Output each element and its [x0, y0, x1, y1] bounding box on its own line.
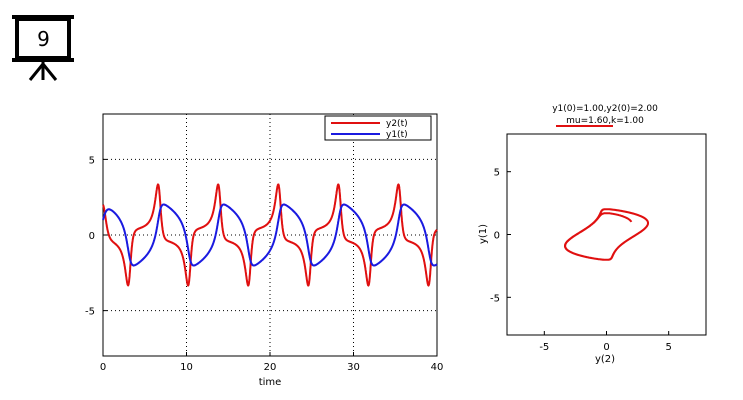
series-y1-line: [102, 203, 438, 267]
phase-y-axis-label: y(1): [478, 224, 489, 244]
phase-x-tick-label: 5: [666, 342, 672, 353]
time-x-tick-label: 20: [264, 362, 277, 373]
phase-x-axis-label: y(2): [595, 354, 615, 365]
slide-number: 9: [37, 27, 50, 51]
phase-trajectory: [564, 208, 650, 261]
legend-label-y1: y1(t): [386, 130, 408, 140]
time-y-tick-label: 0: [89, 231, 95, 242]
legend-box: [324, 115, 432, 141]
phase-x-tick-label: -5: [539, 342, 549, 353]
phase-subtitle: mu=1.60,k=1.00: [566, 116, 644, 126]
legend-label-y2: y2(t): [386, 119, 408, 129]
phase-x-tick-label: 0: [603, 342, 609, 353]
phase-portrait-chart: y1(0)=1.00,y2(0)=2.00 mu=1.60,k=1.00 -5 0…: [478, 104, 707, 365]
time-x-axis-label: time: [259, 377, 282, 388]
time-plot-legend: y2(t) y1(t): [324, 115, 432, 141]
time-x-tick-label: 0: [100, 362, 106, 373]
phase-title: y1(0)=1.00,y2(0)=2.00: [552, 104, 658, 114]
phase-y-tick-label: -5: [490, 293, 500, 304]
series-y2-line: [102, 183, 438, 287]
time-y-tick-label: 5: [89, 155, 95, 166]
time-x-tick-label: 30: [347, 362, 360, 373]
phase-plot-ticks: -5 0 5 5 0 -5: [490, 168, 672, 353]
time-x-tick-label: 10: [180, 362, 193, 373]
time-y-tick-label: -5: [85, 307, 95, 318]
phase-y-tick-label: 0: [494, 231, 500, 242]
time-x-tick-label: 40: [431, 362, 444, 373]
phase-plot-frame: [506, 133, 707, 336]
presentation-board-icon: [12, 15, 74, 81]
phase-y-tick-label: 5: [494, 168, 500, 179]
